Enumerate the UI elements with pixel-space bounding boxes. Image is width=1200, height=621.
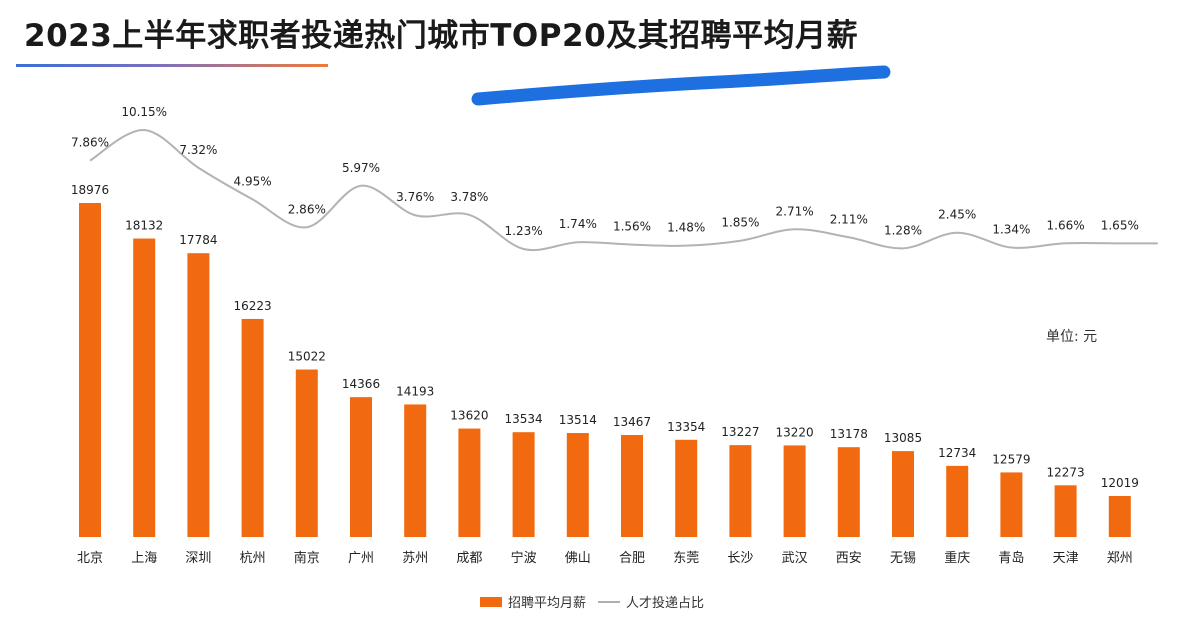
- salary-bar: [837, 447, 860, 537]
- city-label: 宁波: [511, 550, 537, 566]
- city-label: 无锡: [890, 551, 916, 566]
- salary-bar: [1108, 496, 1131, 537]
- salary-bar: [675, 439, 698, 537]
- salary-value-label: 18132: [125, 219, 163, 233]
- salary-bar: [892, 451, 914, 537]
- legend-line-label: 人才投递占比: [626, 596, 705, 611]
- salary-bar: [458, 428, 481, 537]
- legend-bar-label: 招聘平均月薪: [508, 596, 587, 611]
- legend-line-swatch: [598, 600, 621, 603]
- salary-value-label: 13220: [776, 425, 814, 439]
- city-label: 郑州: [1107, 551, 1133, 566]
- salary-value-label: 15022: [288, 350, 326, 364]
- city-label: 武汉: [782, 551, 808, 566]
- city-label: 成都: [456, 551, 482, 566]
- salary-value-label: 16223: [234, 299, 272, 313]
- salary-value-label: 12273: [1047, 465, 1085, 479]
- talent-share-label: 1.65%: [1101, 218, 1139, 232]
- salary-bar: [566, 433, 589, 537]
- talent-share-label: 4.95%: [234, 174, 272, 188]
- city-label: 西安: [836, 551, 862, 566]
- unit-label: 单位: 元: [1046, 329, 1098, 345]
- city-label: 杭州: [240, 551, 266, 566]
- salary-value-label: 13620: [450, 409, 488, 423]
- salary-bar: [946, 465, 969, 537]
- city-label: 苏州: [402, 550, 428, 566]
- city-label: 佛山: [565, 551, 591, 566]
- city-label: 上海: [131, 551, 157, 566]
- legend: 招聘平均月薪 人才投递占比: [480, 592, 704, 611]
- city-label: 东莞: [673, 551, 699, 566]
- salary-value-label: 18976: [71, 183, 109, 197]
- city-label: 深圳: [185, 551, 211, 566]
- talent-share-line: [89, 128, 1158, 252]
- talent-share-label: 7.86%: [71, 136, 109, 150]
- salary-bar: [404, 404, 427, 537]
- talent-share-label: 1.23%: [505, 224, 543, 238]
- talent-share-label: 1.85%: [721, 216, 759, 230]
- city-label: 南京: [294, 550, 320, 566]
- talent-share-label: 2.71%: [776, 204, 814, 218]
- talent-share-label: 7.32%: [179, 143, 217, 157]
- chart-title: 2023上半年求职者投递热门城市TOP20及其招聘平均月薪: [24, 18, 859, 54]
- city-label: 青岛: [998, 550, 1024, 566]
- salary-value-label: 13514: [559, 413, 597, 427]
- salary-bar: [133, 238, 156, 537]
- talent-share-label: 1.74%: [559, 217, 597, 231]
- city-label: 长沙: [727, 551, 753, 566]
- salary-bar: [1054, 485, 1077, 537]
- salary-bar: [350, 397, 372, 537]
- salary-value-label: 13085: [884, 431, 922, 445]
- salary-bar: [295, 369, 318, 537]
- talent-share-label: 1.66%: [1047, 218, 1085, 232]
- salary-value-label: 13227: [721, 425, 759, 439]
- salary-value-label: 12734: [938, 446, 976, 460]
- talent-share-label: 1.48%: [667, 221, 705, 235]
- salary-value-label: 13178: [830, 427, 868, 441]
- talent-share-label: 3.76%: [396, 190, 434, 204]
- talent-share-label: 1.28%: [884, 223, 922, 237]
- bar-series: [79, 203, 1131, 538]
- salary-value-label: 14193: [396, 384, 434, 398]
- city-label: 天津: [1053, 551, 1079, 566]
- salary-bar: [1000, 472, 1023, 537]
- salary-value-label: 17784: [179, 233, 217, 247]
- talent-share-label: 2.11%: [830, 212, 868, 226]
- line-series: [89, 128, 1158, 252]
- salary-bar: [187, 253, 210, 538]
- title-underline: [16, 64, 328, 67]
- salary-value-label: 12579: [992, 452, 1030, 466]
- salary-bar: [241, 318, 264, 537]
- talent-share-label: 1.34%: [992, 223, 1030, 237]
- salary-value-label: 13354: [667, 420, 705, 434]
- salary-bar: [729, 445, 752, 537]
- salary-value-label: 13467: [613, 415, 651, 429]
- legend-bar-swatch: [480, 596, 502, 607]
- city-label: 广州: [348, 551, 374, 566]
- talent-share-label: 1.56%: [613, 220, 651, 234]
- salary-bar: [783, 445, 806, 537]
- city-label: 重庆: [944, 550, 970, 566]
- salary-bar: [621, 435, 643, 537]
- salary-value-label: 12019: [1101, 476, 1139, 490]
- city-label: 北京: [77, 551, 103, 566]
- talent-share-label: 3.78%: [450, 190, 488, 204]
- salary-bar: [512, 432, 535, 537]
- salary-bar: [79, 203, 101, 537]
- talent-share-label: 5.97%: [342, 161, 380, 175]
- talent-share-label: 2.86%: [288, 202, 326, 216]
- city-label: 合肥: [619, 551, 645, 566]
- salary-value-label: 14366: [342, 377, 380, 391]
- salary-value-label: 13534: [505, 412, 543, 426]
- talent-share-label: 10.15%: [121, 105, 167, 119]
- talent-share-label: 2.45%: [938, 208, 976, 222]
